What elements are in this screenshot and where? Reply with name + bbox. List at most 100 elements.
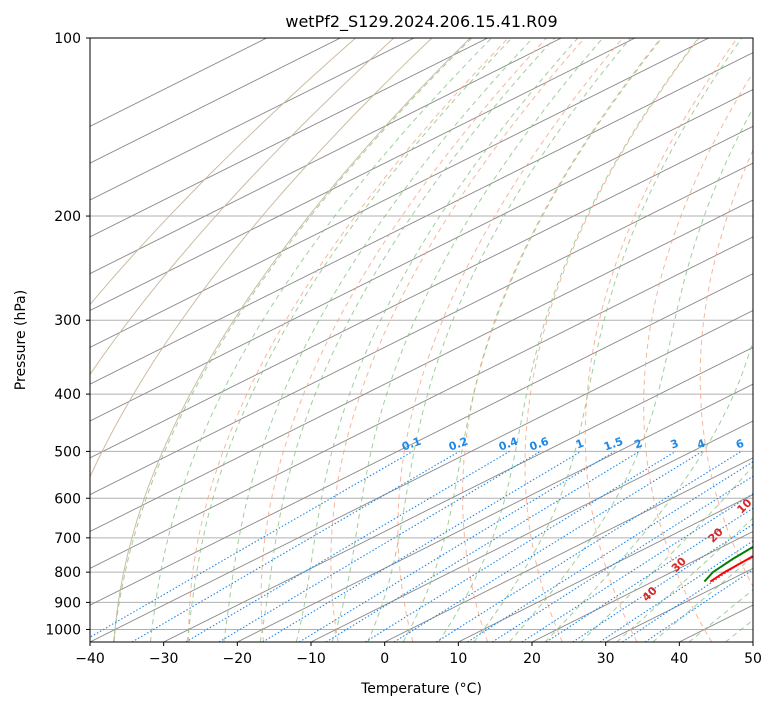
mixing-ratio-line xyxy=(393,450,703,642)
moist-adiabat xyxy=(473,38,743,642)
dry-adiabat xyxy=(90,38,356,306)
dry-adiabat xyxy=(755,38,775,642)
y-tick-label: 600 xyxy=(54,491,81,507)
isotherm xyxy=(90,38,341,164)
isotherm xyxy=(90,236,753,569)
mixing-ratio-line xyxy=(325,450,640,642)
pressure-gridlines xyxy=(90,38,753,630)
dry-adiabat xyxy=(188,38,509,642)
dry-adiabat xyxy=(90,38,433,479)
moist-adiabat xyxy=(259,38,555,642)
isotherm xyxy=(605,567,753,642)
dry-adiabat xyxy=(113,38,471,642)
isotherm xyxy=(90,38,267,127)
plot-frame xyxy=(89,37,754,643)
isotherm xyxy=(90,273,753,606)
mixing-ratio-line xyxy=(521,493,753,642)
y-tick-label: 800 xyxy=(54,565,81,581)
moist-adiabat xyxy=(438,38,699,642)
moist-adiabat xyxy=(508,107,753,642)
x-tick-label: −20 xyxy=(223,651,253,667)
y-tick-label: 700 xyxy=(54,531,81,547)
isotherm xyxy=(531,530,753,642)
chart-title: wetPf2_S129.2024.206.15.41.R09 xyxy=(285,12,557,32)
y-axis-label: Pressure (hPa) xyxy=(13,290,29,390)
moist-adiabat xyxy=(149,38,492,642)
moist-adiabat xyxy=(544,339,753,642)
moist-adiabat xyxy=(652,556,753,642)
x-tick-label: 40 xyxy=(670,651,688,667)
mixing-ratio-line xyxy=(131,450,460,642)
y-tick-label: 200 xyxy=(54,209,81,225)
dry-adiabat xyxy=(524,38,700,642)
x-axis-label: Temperature (°C) xyxy=(360,681,482,697)
isotherm xyxy=(90,309,753,642)
mixing-ratio-line xyxy=(644,569,753,642)
isotherm xyxy=(310,420,753,642)
mixing-ratio-line xyxy=(262,450,582,642)
x-tick-label: 30 xyxy=(597,651,615,667)
dry-adiabat xyxy=(330,38,585,642)
mixing-ratio-label: 1.5 xyxy=(602,435,625,454)
y-tick-label: 300 xyxy=(54,313,81,329)
plot-area xyxy=(90,38,775,642)
isotherm xyxy=(163,346,753,642)
isotherm xyxy=(458,494,753,642)
mixing-ratio-label: 8 xyxy=(763,437,775,452)
isotherm xyxy=(237,383,753,642)
isotherm xyxy=(90,162,753,496)
dry-adiabats xyxy=(90,38,775,642)
mixing-ratio-line xyxy=(90,450,413,638)
mixing-ratio-label: 3 xyxy=(669,437,681,452)
mixing-ratio-label: 0.1 xyxy=(400,435,423,454)
adiabat-labels: 0.10.20.40.611.52346810131620253036-100-… xyxy=(400,435,775,605)
x-tick-label: −30 xyxy=(149,651,179,667)
isotherm xyxy=(90,38,415,201)
isotherm xyxy=(90,38,709,348)
dry-adiabat xyxy=(397,38,624,642)
mixing-ratio-label: 0.4 xyxy=(497,435,520,454)
mixing-ratio-line xyxy=(218,450,541,642)
dry-adiabat xyxy=(643,71,753,642)
moist-adiabats xyxy=(113,38,775,642)
dry-adiabat xyxy=(90,38,395,376)
moist-adiabat xyxy=(688,589,753,642)
isotherm xyxy=(90,88,753,422)
dry-adiabat xyxy=(260,38,547,642)
isotherm xyxy=(90,38,488,238)
dry-adiabat-label: 10 xyxy=(734,496,754,516)
y-axis: 100 200 300 400 500 600 700 800 900 1000 xyxy=(45,31,90,638)
moist-adiabat xyxy=(762,38,775,642)
moist-adiabat xyxy=(223,38,534,642)
x-tick-label: −10 xyxy=(296,651,326,667)
isotherm xyxy=(90,38,562,275)
moist-adiabat xyxy=(295,38,579,642)
mixing-ratio-label: 6 xyxy=(734,437,746,452)
moist-adiabat xyxy=(367,38,631,642)
moist-adiabat xyxy=(331,38,604,642)
x-tick-label: 50 xyxy=(744,651,762,667)
dewpoint-profile xyxy=(703,545,753,583)
mixing-ratio-line xyxy=(572,523,753,642)
isotherm xyxy=(90,125,753,459)
mixing-ratio-label: 0.2 xyxy=(447,435,470,454)
moist-adiabat xyxy=(725,619,753,642)
isotherm xyxy=(90,199,753,533)
x-axis: −40 −30 −20 −10 0 10 20 30 40 50 xyxy=(75,642,762,667)
x-tick-label: 10 xyxy=(449,651,467,667)
moist-adiabat xyxy=(402,38,663,642)
y-tick-label: 900 xyxy=(54,595,81,611)
y-tick-label: 1000 xyxy=(45,622,81,638)
y-tick-label: 400 xyxy=(54,387,81,403)
mixing-ratio-lines xyxy=(90,450,753,642)
isotherm xyxy=(90,38,636,312)
isotherms xyxy=(90,38,753,642)
isotherm xyxy=(90,52,753,385)
y-tick-label: 500 xyxy=(54,444,81,460)
mixing-ratio-line xyxy=(185,450,510,642)
moist-adiabat xyxy=(186,38,513,642)
mixing-ratio-line xyxy=(546,507,753,642)
x-tick-label: −40 xyxy=(75,651,105,667)
mixing-ratio-line xyxy=(622,554,753,642)
